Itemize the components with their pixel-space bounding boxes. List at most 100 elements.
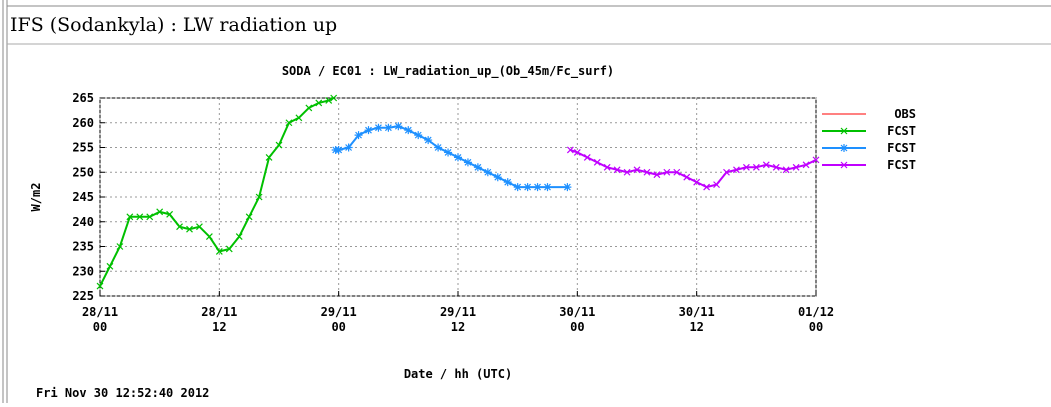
y-tick-label: 265: [72, 91, 94, 105]
data-point: [762, 161, 770, 169]
data-point: [126, 213, 134, 221]
y-tick-label: 235: [72, 240, 94, 254]
data-point: [583, 153, 591, 161]
y-tick-label: 250: [72, 165, 94, 179]
legend-label: FCST: [887, 124, 916, 138]
data-point: [225, 245, 233, 253]
data-point: [235, 233, 243, 241]
x-tick-label: 28/11 00: [82, 305, 118, 334]
data-point: [653, 171, 661, 179]
data-point: [255, 193, 263, 201]
y-tick-label: 245: [72, 190, 94, 204]
data-point: [603, 163, 611, 171]
data-point: [683, 173, 691, 181]
data-point: [275, 141, 283, 149]
data-point: [265, 153, 273, 161]
data-point: [593, 158, 601, 166]
data-point: [733, 166, 740, 174]
data-point: [566, 146, 574, 154]
legend-marker: [840, 127, 848, 135]
data-point: [643, 168, 651, 176]
data-point: [444, 148, 453, 157]
data-point: [325, 97, 333, 104]
data-point: [434, 143, 443, 152]
data-point: [503, 178, 512, 187]
data-point: [285, 119, 293, 127]
x-tick-label: 29/11 00: [321, 305, 357, 334]
y-tick-label: 230: [72, 264, 94, 278]
data-point: [563, 183, 572, 192]
data-point: [424, 136, 433, 145]
data-point: [543, 183, 552, 192]
data-point: [792, 163, 800, 171]
data-point: [782, 166, 790, 174]
data-point: [106, 262, 114, 270]
x-axis-label: Date / hh (UTC): [404, 367, 512, 381]
data-point: [513, 183, 522, 192]
x-tick-label: 30/11 00: [559, 305, 595, 334]
data-point: [384, 123, 393, 132]
x-tick-label: 01/12 00: [798, 305, 834, 334]
data-point: [166, 210, 174, 218]
data-point: [354, 131, 363, 140]
data-point: [693, 178, 701, 186]
data-point: [703, 183, 711, 191]
data-point: [334, 145, 343, 154]
data-point: [463, 158, 472, 167]
data-point: [713, 181, 720, 189]
data-point: [772, 163, 780, 171]
data-point: [623, 168, 631, 176]
data-point: [812, 156, 820, 164]
y-tick-label: 225: [72, 289, 94, 303]
data-point: [394, 122, 403, 131]
data-point: [136, 213, 144, 221]
series-line: [335, 125, 568, 189]
plot-frame: [99, 97, 817, 297]
data-point: [156, 208, 164, 216]
data-point: [533, 183, 542, 192]
data-point: [215, 248, 223, 255]
legend-label: FCST: [887, 158, 916, 172]
timestamp: Fri Nov 30 12:52:40 2012: [36, 386, 209, 400]
series-line: [99, 97, 335, 287]
legend-marker: [840, 161, 848, 169]
x-tick-label: 30/11 12: [679, 305, 715, 334]
data-point: [315, 99, 323, 107]
data-point: [613, 166, 621, 174]
data-point: [295, 114, 303, 122]
data-point: [802, 161, 810, 169]
x-tick-label: 28/11 12: [201, 305, 237, 334]
data-point: [483, 168, 492, 177]
data-point: [196, 223, 203, 231]
x-tick-label: 29/11 12: [440, 305, 476, 334]
legend-marker: [840, 144, 848, 152]
legend-label: OBS: [894, 107, 916, 121]
data-point: [752, 163, 760, 171]
data-point: [305, 104, 313, 112]
data-point: [573, 149, 581, 156]
data-point: [454, 153, 462, 162]
data-point: [176, 223, 183, 231]
heading: IFS (Sodankyla) : LW radiation up: [10, 14, 337, 36]
y-axis-label: W/m2: [29, 183, 43, 212]
data-point: [723, 168, 730, 176]
y-tick-label: 255: [72, 141, 94, 155]
series-line: [570, 149, 817, 189]
data-point: [493, 173, 502, 182]
data-point: [404, 126, 413, 135]
data-point: [205, 233, 213, 241]
data-point: [633, 166, 641, 174]
data-point: [673, 168, 681, 176]
data-point: [523, 183, 532, 192]
data-point: [473, 163, 482, 172]
y-tick-label: 260: [72, 116, 94, 130]
data-point: [146, 213, 154, 221]
chart-title: SODA / EC01 : LW_radiation_up_(Ob_45m/Fc…: [282, 64, 614, 79]
data-point: [245, 213, 253, 221]
data-point: [374, 123, 383, 132]
data-point: [96, 282, 104, 290]
data-point: [330, 94, 338, 102]
data-point: [116, 243, 124, 250]
